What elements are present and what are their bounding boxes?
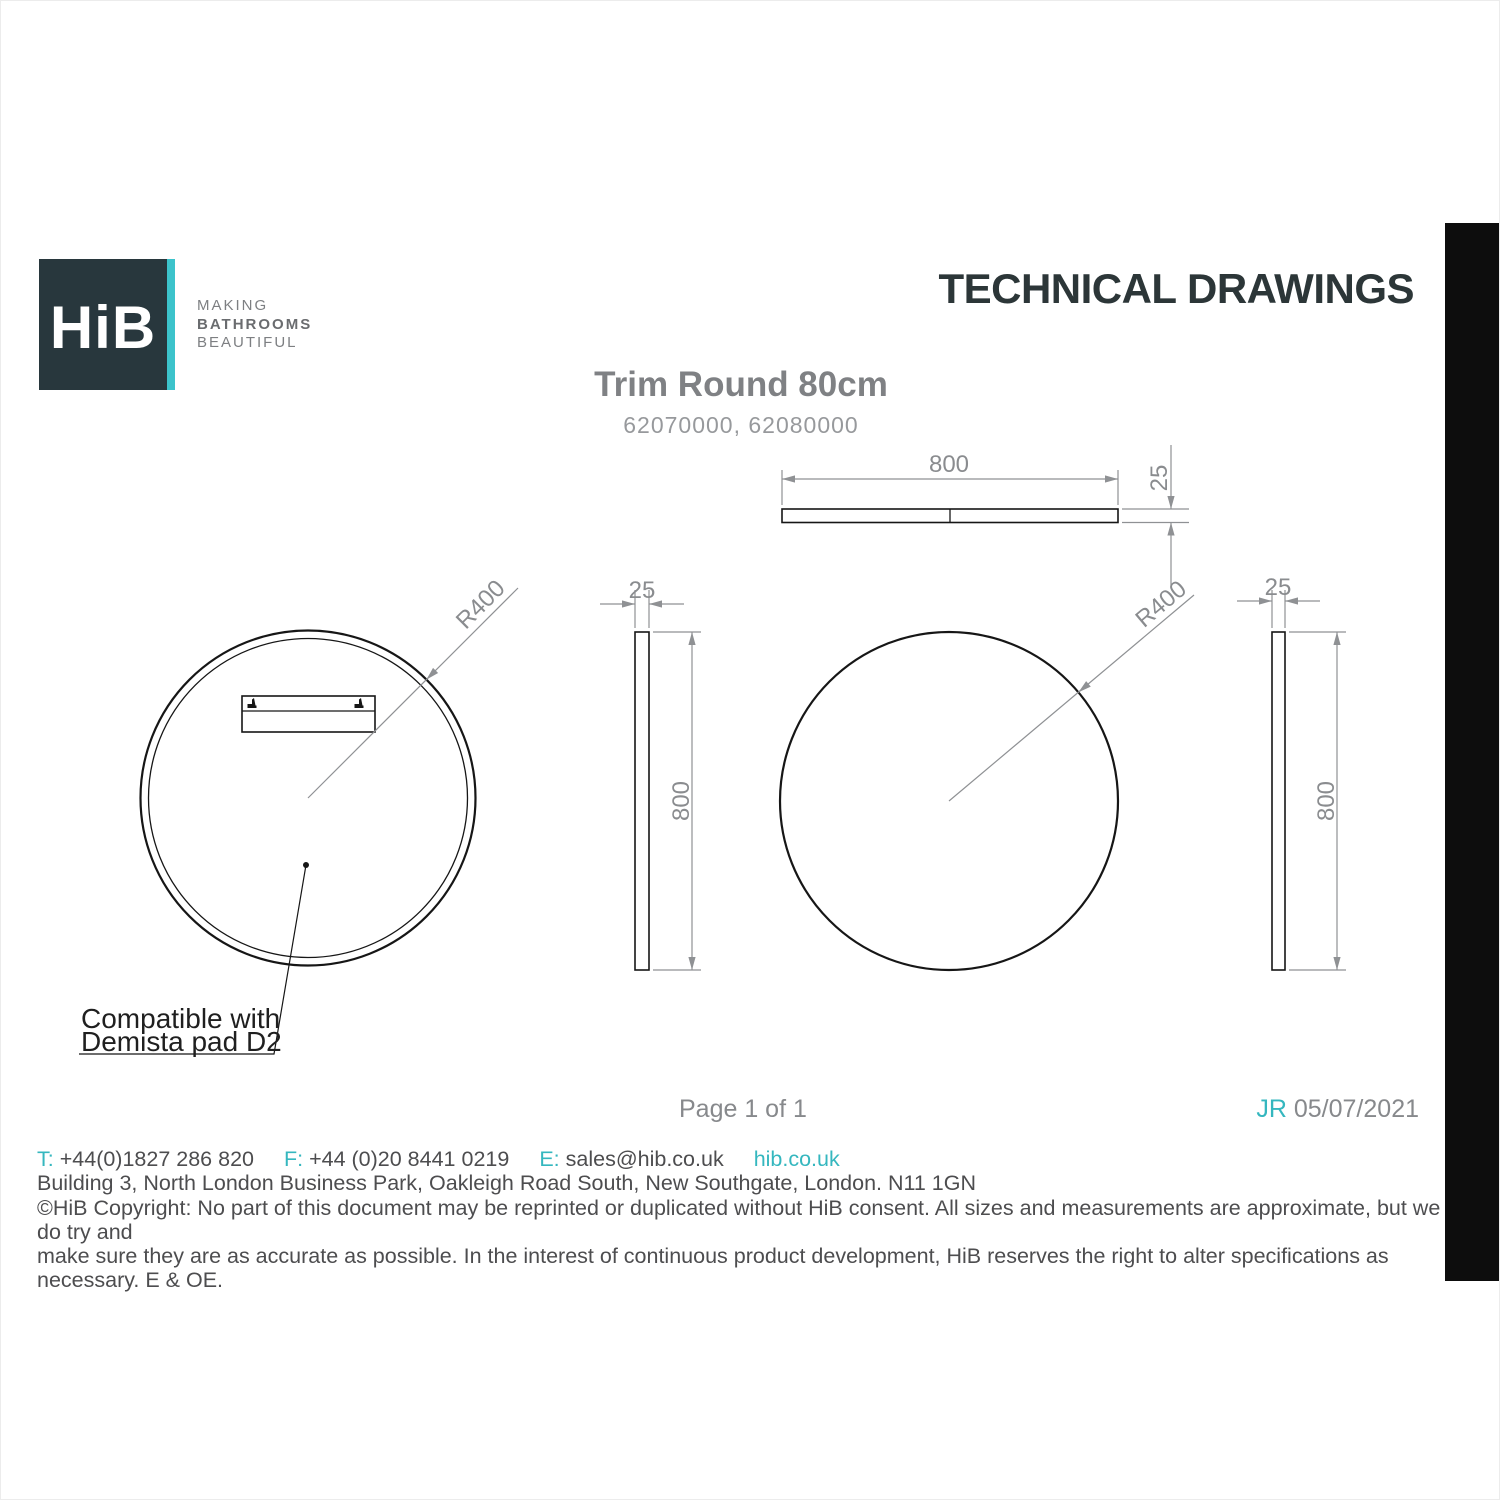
dim-label-width-top: 800 [929,451,969,478]
side-view-left: 25 800 [600,577,701,971]
dim-label-depth-right: 25 [1265,574,1292,601]
logo-teal-stripe [167,259,175,390]
bracket-hook-left [247,698,257,708]
product-codes: 62070000, 62080000 [623,412,859,438]
dim-label-height-right: 800 [1313,781,1340,821]
bracket-hook-right [354,698,364,708]
demista-note: Compatible with Demista pad D2 [79,862,309,1057]
footer-contact-line: T: +44(0)1827 286 820 F: +44 (0)20 8441 … [37,1147,1445,1171]
fax-number: +44 (0)20 8441 0219 [309,1147,510,1171]
side-view-right: 25 800 [1237,574,1346,971]
phone-number: +44(0)1827 286 820 [59,1147,254,1171]
dim-label-height-middle: 800 [668,781,695,821]
side-view-left-depth-dimension: 25 [600,577,684,628]
email-label: E: [539,1147,560,1171]
tagline-line-3: BEAUTIFUL [197,334,298,351]
front-view: R400 [778,575,1195,972]
product-title-block: Trim Round 80cm 62070000, 62080000 [401,365,1081,439]
side-view-left-profile [634,631,650,971]
tagline-line-2: BATHROOMS [197,315,313,333]
revision-date: 05/07/2021 [1293,1095,1419,1123]
note-line-2: Demista pad D2 [81,1026,282,1057]
side-view-left-height-dimension: 800 [653,631,701,971]
product-name: Trim Round 80cm [594,365,888,404]
fax-label: F: [283,1147,304,1171]
side-view-right-depth-dimension: 25 [1237,574,1320,628]
top-view-width-dimension: 800 [781,451,1119,505]
logo-tagline: MAKING BATHROOMS BEAUTIFUL [197,297,312,353]
website-link[interactable]: hib.co.uk [753,1147,840,1171]
rear-view-inner-rim [147,637,469,959]
revision-initials: JR [1256,1095,1287,1123]
footer-copyright-line-1: ©HiB Copyright: No part of this document… [37,1195,1441,1244]
footer-copyright-line-2: make sure they are as accurate as possib… [37,1244,1389,1293]
top-view: 800 25 [781,445,1189,587]
footer: T: +44(0)1827 286 820 F: +44 (0)20 8441 … [37,1147,1445,1293]
phone-label: T: [37,1147,54,1171]
hanging-bracket [241,695,376,733]
revision-stamp: JR 05/07/2021 [1256,1095,1419,1124]
dim-label-depth-top: 25 [1146,465,1173,492]
top-view-depth-dimension: 25 [1122,445,1189,587]
page-title: TECHNICAL DRAWINGS [938,265,1414,312]
rear-view: R400 Compatible with Demista pad D2 [79,575,519,1057]
email-address[interactable]: sales@hib.co.uk [565,1147,724,1171]
hib-logo-square: HiB [39,259,167,390]
side-view-right-height-dimension: 800 [1289,631,1346,971]
side-view-right-profile [1271,631,1286,971]
footer-address-line: Building 3, North London Business Park, … [37,1171,977,1196]
hib-logo: HiB [39,259,175,390]
dim-label-depth-middle: 25 [629,577,656,604]
tagline-line-1: MAKING [197,297,269,314]
page-number: Page 1 of 1 [679,1095,807,1123]
hib-logo-text: HiB [49,294,157,361]
right-edge-bar [1445,223,1499,1281]
note-line-1: Compatible with [81,1003,280,1034]
